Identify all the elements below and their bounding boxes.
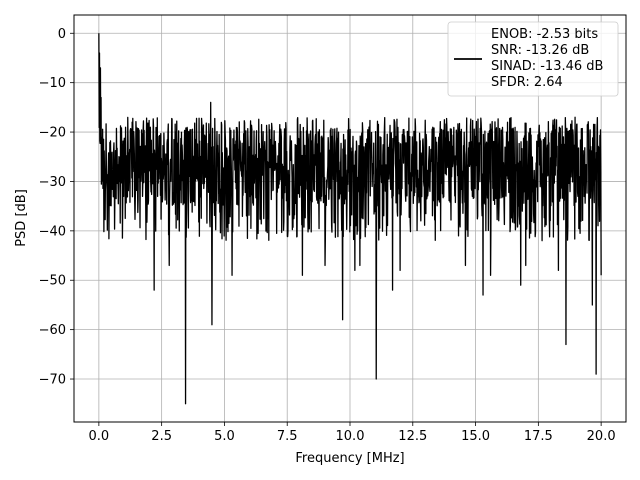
y-tick-label: −60 xyxy=(39,323,66,338)
x-axis: 0.0 2.5 5.0 7.5 10.0 12.5 15.0 17.5 20.0 xyxy=(89,422,616,444)
legend-entry-line: ENOB: -2.53 bits xyxy=(491,27,598,42)
x-tick-label: 12.5 xyxy=(398,429,427,444)
y-axis-label: PSD [dB] xyxy=(14,189,29,247)
y-tick-label: −70 xyxy=(39,373,66,388)
x-tick-label: 10.0 xyxy=(336,429,365,444)
legend-entry-line: SINAD: -13.46 dB xyxy=(491,59,603,74)
x-tick-label: 20.0 xyxy=(587,429,616,444)
psd-line xyxy=(98,33,602,405)
legend-entry-line: SFDR: 2.64 xyxy=(491,75,563,90)
legend-box xyxy=(447,21,619,97)
legend-entry-line: SNR: -13.26 dB xyxy=(491,43,589,58)
x-tick-label: 15.0 xyxy=(461,429,490,444)
x-tick-label: 0.0 xyxy=(89,429,110,444)
y-tick-label: 0 xyxy=(58,27,66,42)
psd-series xyxy=(98,33,602,405)
y-tick-label: −10 xyxy=(39,76,66,91)
y-tick-label: −50 xyxy=(39,274,66,289)
y-tick-label: −20 xyxy=(39,126,66,141)
y-tick-label: −30 xyxy=(39,175,66,190)
x-axis-label: Frequency [MHz] xyxy=(295,451,404,466)
y-axis: 0 −10 −20 −30 −40 −50 −60 −70 xyxy=(39,27,74,388)
y-tick-label: −40 xyxy=(39,224,66,239)
x-tick-label: 5.0 xyxy=(214,429,235,444)
x-tick-label: 7.5 xyxy=(277,429,298,444)
x-tick-label: 17.5 xyxy=(524,429,553,444)
x-tick-label: 2.5 xyxy=(151,429,172,444)
